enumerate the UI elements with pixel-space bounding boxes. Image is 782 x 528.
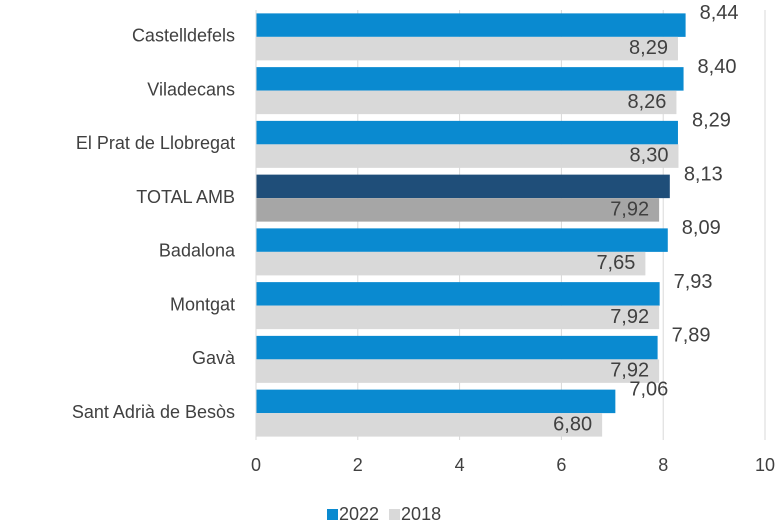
y-tick-label: El Prat de Llobregat	[76, 133, 235, 153]
x-tick-label: 2	[353, 455, 363, 475]
legend-label: 2018	[401, 504, 441, 524]
legend-swatch	[327, 509, 338, 520]
value-label: 8,13	[684, 163, 723, 185]
value-label: 8,29	[692, 110, 731, 132]
bar	[256, 359, 660, 383]
value-label: 7,92	[610, 360, 649, 382]
value-label: 7,06	[629, 378, 668, 400]
value-label: 7,93	[674, 271, 713, 293]
value-label: 7,92	[610, 306, 649, 328]
y-tick-label: Castelldefels	[132, 26, 235, 46]
value-label: 8,09	[682, 217, 721, 239]
x-tick-label: 8	[658, 455, 668, 475]
value-label: 6,80	[553, 413, 592, 435]
value-label: 8,29	[629, 37, 668, 59]
y-tick-label: Gavà	[192, 348, 236, 368]
bar	[256, 251, 646, 276]
bar	[256, 13, 686, 37]
value-label: 8,30	[630, 145, 669, 167]
bar	[256, 144, 679, 168]
bar	[256, 389, 616, 414]
bar	[256, 228, 668, 252]
legend-swatch	[389, 509, 401, 520]
bar	[256, 67, 684, 91]
x-tick-label: 4	[455, 455, 465, 475]
bar	[256, 305, 660, 330]
bar	[256, 120, 678, 145]
y-tick-label: Badalona	[159, 241, 236, 261]
bar	[256, 413, 603, 437]
y-tick-label: TOTAL AMB	[136, 187, 235, 207]
value-label: 8,44	[700, 2, 739, 24]
value-label: 8,40	[698, 56, 737, 78]
y-tick-label: Montgat	[170, 294, 235, 314]
x-tick-label: 0	[251, 455, 261, 475]
bar	[256, 90, 677, 115]
bar	[256, 282, 660, 306]
bar	[256, 198, 660, 222]
x-tick-label: 10	[755, 455, 775, 475]
value-label: 8,26	[627, 91, 666, 113]
legend-label: 2022	[339, 504, 379, 524]
y-tick-label: Viladecans	[147, 79, 235, 99]
y-tick-label: Sant Adrià de Besòs	[72, 402, 235, 422]
bar	[256, 36, 678, 61]
value-label: 7,65	[596, 252, 635, 274]
bar	[256, 174, 670, 199]
x-tick-label: 6	[556, 455, 566, 475]
value-label: 7,89	[672, 325, 711, 347]
bar	[256, 335, 658, 360]
value-label: 7,92	[610, 198, 649, 220]
